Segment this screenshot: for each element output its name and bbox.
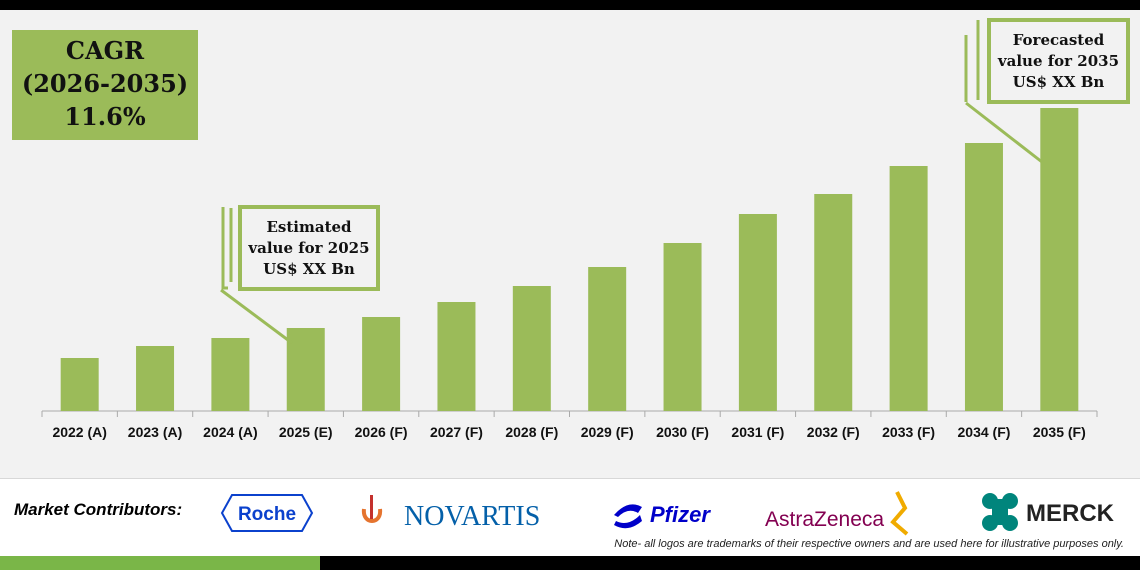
bottom-bar-green [0, 556, 320, 570]
x-tick-label: 2031 (F) [731, 424, 784, 440]
roche-logo: Roche [220, 488, 314, 538]
x-tick-label: 2028 (F) [505, 424, 558, 440]
svg-text:AstraZeneca: AstraZeneca [765, 508, 884, 531]
bottom-bar-black [320, 556, 1140, 570]
cagr-period: (2026-2035) [21, 69, 189, 98]
svg-text:Roche: Roche [238, 504, 296, 525]
svg-text:Pfizer: Pfizer [650, 502, 711, 527]
estimated-leader [221, 207, 228, 290]
estimated-line3: US$ XX Bn [263, 259, 355, 278]
x-tick-label: 2033 (F) [882, 424, 935, 440]
astrazeneca-logo: AstraZeneca [763, 488, 923, 538]
bar-2034 (F) [964, 143, 1003, 411]
bar-2024 (A) [211, 338, 250, 411]
x-tick-label: 2034 (F) [958, 424, 1011, 440]
title-bar [0, 0, 1140, 10]
merck-logo: MERCK [980, 488, 1120, 538]
x-tick-label: 2032 (F) [807, 424, 860, 440]
bar-2027 (F) [437, 302, 476, 411]
bar-2025 (E) [286, 328, 325, 411]
forecasted-line3: US$ XX Bn [1012, 72, 1105, 91]
svg-text:MERCK: MERCK [1026, 500, 1115, 527]
x-tick-label: 2023 (A) [128, 424, 182, 440]
estimated-line1: Estimated [266, 217, 352, 236]
svg-text:NOVARTIS: NOVARTIS [404, 501, 540, 532]
bar-2030 (F) [663, 243, 702, 411]
x-tick-label: 2029 (F) [581, 424, 634, 440]
bar-2035 (F) [1040, 108, 1079, 411]
bar-2032 (F) [814, 194, 853, 411]
bar-2026 (F) [362, 317, 401, 411]
forecasted-leader [965, 101, 1043, 164]
pfizer-logo: Pfizer [610, 488, 725, 538]
novartis-logo: NOVARTIS [358, 488, 563, 538]
estimated-line2: value for 2025 [248, 238, 370, 257]
x-tick-label: 2022 (A) [52, 424, 106, 440]
cagr-box: CAGR (2026-2035) 11.6% [12, 30, 198, 140]
x-tick-label: 2025 (E) [279, 424, 333, 440]
bar-2031 (F) [738, 214, 777, 411]
bar-2028 (F) [512, 286, 551, 411]
forecasted-callout: Forecasted value for 2035 US$ XX Bn [987, 18, 1130, 104]
cagr-title: CAGR [65, 36, 145, 65]
x-tick-label: 2024 (A) [203, 424, 257, 440]
x-tick-label: 2026 (F) [355, 424, 408, 440]
forecasted-line1: Forecasted [1012, 30, 1105, 49]
x-tick-label: 2030 (F) [656, 424, 709, 440]
estimated-leader [220, 288, 293, 345]
bar-2029 (F) [588, 267, 627, 411]
bar-2022 (A) [60, 358, 99, 411]
forecasted-line2: value for 2035 [997, 51, 1120, 70]
bar-2023 (A) [136, 346, 175, 411]
market-contributors-label: Market Contributors: [14, 500, 183, 519]
bar-chart: 2022 (A) 2023 (A) 2024 (A) 2025 (E) 2026 (F)… [41, 20, 1098, 440]
x-tick-label: 2027 (F) [430, 424, 483, 440]
trademark-note: Note- all logos are trademarks of their … [614, 538, 1124, 550]
x-tick-label: 2035 (F) [1033, 424, 1086, 440]
estimated-callout: Estimated value for 2025 US$ XX Bn [238, 205, 380, 291]
bar-2033 (F) [889, 166, 928, 411]
cagr-value: 11.6% [64, 102, 146, 131]
